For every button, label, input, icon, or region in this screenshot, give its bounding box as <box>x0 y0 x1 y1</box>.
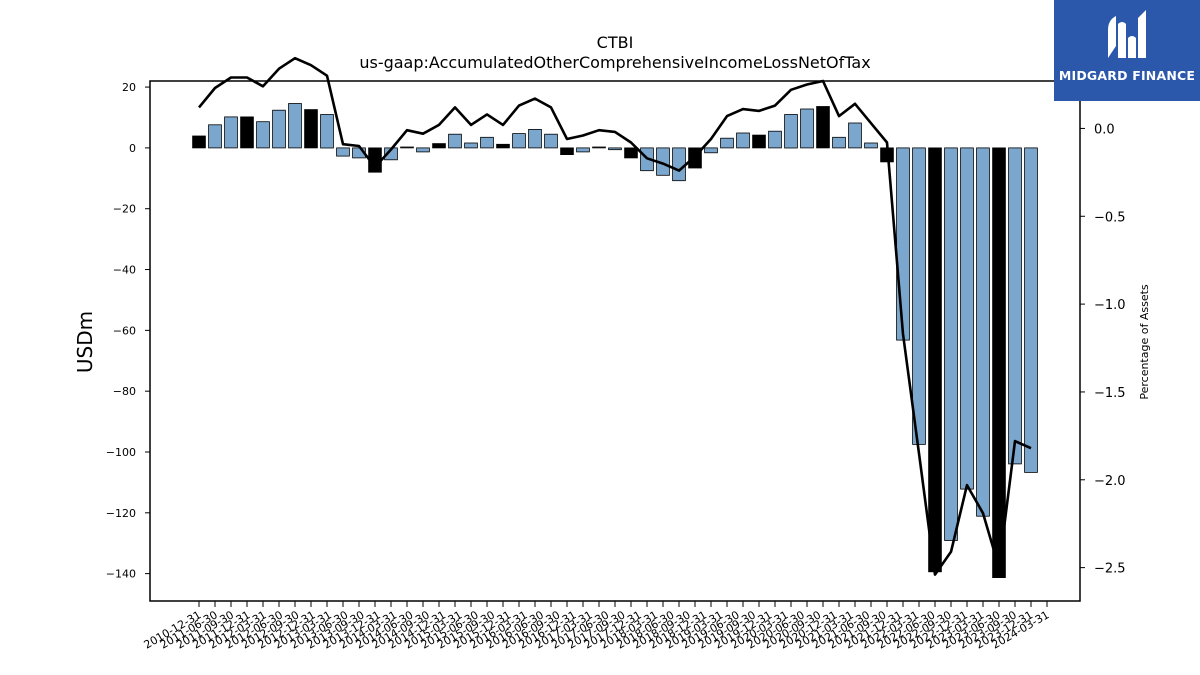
bar <box>976 147 990 517</box>
bar <box>816 106 830 149</box>
bar <box>672 147 686 182</box>
bar <box>912 147 926 445</box>
y-tick-label: −120 <box>106 507 136 520</box>
bar <box>192 135 206 149</box>
bar <box>496 143 510 149</box>
bar <box>400 146 414 149</box>
bar <box>592 146 606 149</box>
bar <box>304 109 318 149</box>
plot-frame <box>149 80 1081 602</box>
bar <box>544 133 558 149</box>
bar <box>832 136 846 149</box>
bar <box>704 147 718 154</box>
bar <box>240 116 254 149</box>
line-series <box>197 56 1032 576</box>
bar-series <box>192 103 1038 579</box>
y2-axis-label: Percentage of Assets <box>1138 284 1151 400</box>
bar <box>256 121 270 149</box>
bar <box>1008 147 1022 465</box>
y2-axis: 0.0 −0.5 −1.0 −1.5 −2.0 −2.5 <box>1080 122 1126 577</box>
y-tick-label: −60 <box>113 324 136 337</box>
midgard-logo-icon <box>1108 10 1146 58</box>
chart-subtitle: us-gaap:AccumulatedOtherComprehensiveInc… <box>359 53 870 72</box>
bar <box>928 147 942 573</box>
y-tick-label: −140 <box>106 568 136 581</box>
bar <box>416 147 430 153</box>
y2-tick-label: 0.0 <box>1094 122 1115 137</box>
bar <box>944 147 958 541</box>
bar <box>1024 147 1038 473</box>
y-axis-label: USDm <box>73 311 97 373</box>
bar <box>432 143 446 149</box>
y-tick-label: −80 <box>113 385 136 398</box>
bar <box>464 142 478 149</box>
bar <box>272 109 286 149</box>
assets-percentage-line <box>197 56 1032 576</box>
bar <box>960 147 974 490</box>
y2-tick-label: −1.5 <box>1094 386 1126 401</box>
bar <box>576 147 590 153</box>
bar <box>768 130 782 149</box>
bar <box>624 147 638 159</box>
bar <box>608 147 622 151</box>
bar <box>208 124 222 149</box>
bar <box>320 114 334 149</box>
y-tick-label: −40 <box>113 264 136 277</box>
chart-title: CTBI <box>597 33 634 52</box>
x-axis: 2010-12-312011-06-302011-09-302011-12-31… <box>142 601 1052 652</box>
bar <box>736 132 750 149</box>
bar <box>800 108 814 149</box>
bar <box>528 128 542 149</box>
bar <box>864 142 878 149</box>
bar <box>992 147 1006 579</box>
bar <box>288 103 302 149</box>
y-tick-label: 0 <box>129 142 136 155</box>
bar <box>512 133 526 149</box>
bar <box>448 133 462 149</box>
midgard-finance-logo: MIDGARD FINANCE <box>1054 0 1200 101</box>
bar <box>784 114 798 149</box>
y-tick-label: 20 <box>122 81 136 94</box>
y-tick-label: −20 <box>113 203 136 216</box>
y-tick-label: −100 <box>106 446 136 459</box>
y2-tick-label: −0.5 <box>1094 210 1126 225</box>
bar <box>752 134 766 149</box>
bar <box>560 147 574 155</box>
y-axis: 20 0 −20 −40 −60 −80 −100 −120 −140 <box>106 81 150 581</box>
y2-tick-label: −2.0 <box>1094 474 1126 489</box>
bar <box>336 147 350 157</box>
y2-tick-label: −2.5 <box>1094 562 1126 577</box>
bar <box>224 116 238 149</box>
bar <box>848 122 862 149</box>
logo-text: MIDGARD FINANCE <box>1058 68 1196 83</box>
y2-tick-label: −1.0 <box>1094 298 1126 313</box>
bar <box>480 136 494 149</box>
bar <box>896 147 910 341</box>
bar <box>720 137 734 149</box>
